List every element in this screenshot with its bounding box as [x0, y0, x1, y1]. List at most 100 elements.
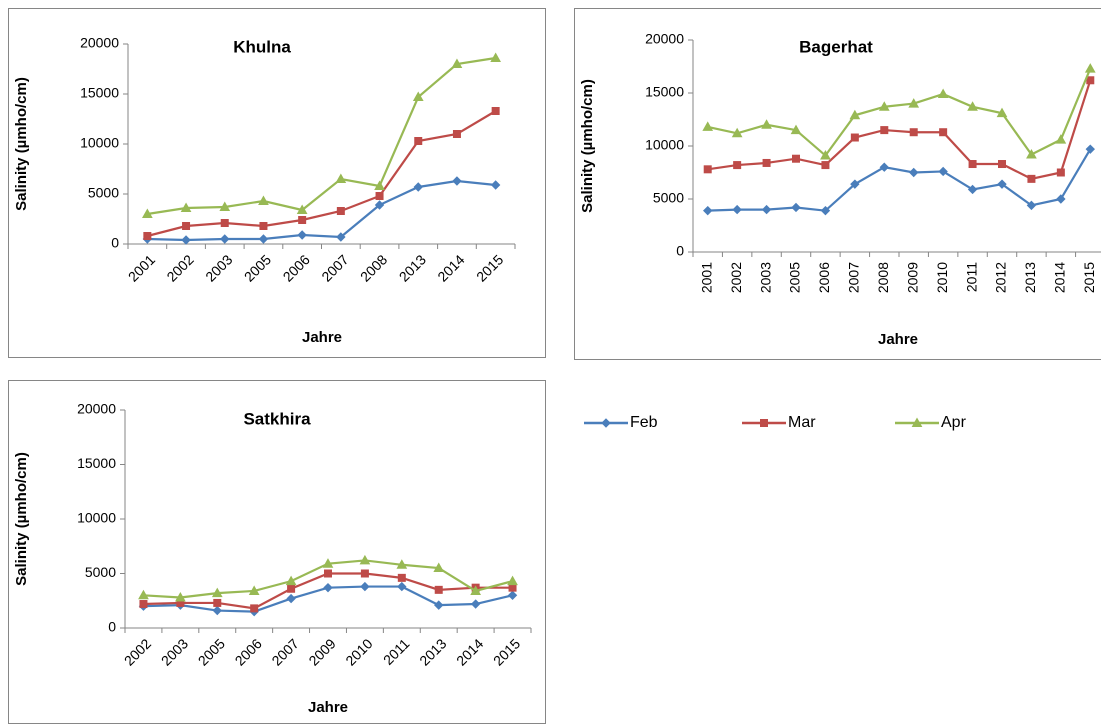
marker: [296, 204, 308, 214]
y-tick-label: 5000: [88, 185, 119, 201]
marker: [141, 208, 153, 218]
marker: [968, 160, 977, 169]
x-tick-label: 2012: [993, 262, 1009, 293]
x-tick-label: 2005: [241, 251, 274, 284]
marker: [298, 216, 307, 224]
marker: [1086, 76, 1095, 85]
x-tick-label: 2009: [305, 635, 338, 668]
marker: [434, 585, 443, 594]
marker: [397, 581, 407, 592]
series-line: Apr: [147, 56, 496, 216]
marker: [850, 133, 859, 142]
x-axis-title: Jahre: [878, 331, 918, 348]
y-axis-title: Salinity (µmho/cm): [579, 79, 596, 213]
y-tick-label: 20000: [645, 31, 684, 47]
marker: [703, 205, 713, 216]
marker: [180, 202, 192, 212]
marker: [1084, 63, 1096, 73]
marker: [182, 222, 191, 230]
chart-title: Bagerhat: [799, 37, 873, 56]
x-tick-label: 2010: [342, 635, 375, 668]
x-tick-label: 2005: [195, 635, 228, 668]
marker: [470, 599, 481, 609]
marker: [219, 201, 231, 211]
marker: [143, 232, 152, 240]
x-tick-label: 2010: [934, 262, 950, 293]
marker: [821, 161, 830, 170]
marker: [507, 590, 518, 601]
x-tick-label: 2007: [846, 262, 862, 293]
marker: [967, 101, 978, 111]
marker: [396, 559, 408, 569]
x-tick-label: 2014: [453, 635, 486, 668]
marker: [1056, 168, 1065, 177]
marker: [601, 418, 611, 428]
marker: [324, 569, 332, 578]
y-tick-label: 5000: [653, 190, 684, 206]
y-tick-label: 15000: [80, 85, 119, 101]
x-axis-title: Jahre: [308, 699, 348, 716]
marker: [248, 585, 260, 595]
marker: [412, 91, 424, 101]
marker: [762, 158, 771, 167]
x-tick-label: 2007: [318, 251, 351, 284]
chart-title: Satkhira: [243, 409, 311, 428]
marker: [507, 575, 518, 586]
x-tick-label: 2007: [268, 635, 301, 668]
x-tick-label: 2008: [875, 262, 891, 293]
marker: [336, 232, 346, 242]
marker: [760, 419, 768, 427]
y-tick-label: 20000: [77, 401, 116, 417]
x-tick-label: 2014: [1052, 262, 1068, 293]
y-tick-label: 10000: [80, 135, 119, 151]
marker: [909, 128, 918, 137]
marker: [732, 204, 742, 215]
x-tick-label: 2006: [816, 262, 832, 293]
y-tick-label: 15000: [77, 455, 116, 471]
marker: [360, 581, 370, 592]
x-tick-label: 2013: [416, 635, 449, 668]
y-axis-title: Salinity (µmho/cm): [13, 77, 30, 211]
x-tick-label: 2011: [963, 262, 979, 292]
marker: [908, 98, 920, 108]
marker: [397, 573, 406, 582]
marker: [359, 554, 371, 565]
x-tick-label: 2015: [490, 635, 523, 668]
marker: [1026, 200, 1037, 211]
marker: [452, 176, 462, 186]
marker: [1056, 194, 1066, 204]
legend-label: Mar: [788, 414, 816, 431]
marker: [211, 587, 223, 598]
marker: [1055, 134, 1067, 144]
marker: [323, 582, 333, 593]
marker: [374, 180, 385, 190]
marker: [880, 126, 889, 135]
marker: [879, 162, 889, 172]
marker: [360, 569, 369, 578]
marker: [220, 219, 229, 227]
x-tick-label: 2013: [396, 251, 429, 284]
marker: [258, 195, 269, 205]
marker: [761, 204, 772, 215]
x-tick-label: 2003: [202, 251, 235, 284]
marker: [761, 119, 772, 129]
marker: [258, 234, 269, 244]
marker: [490, 52, 502, 62]
marker: [820, 205, 831, 216]
marker: [434, 600, 444, 610]
y-axis-title: Salinity (µmho/cm): [13, 452, 30, 586]
marker: [322, 558, 334, 568]
x-tick-label: 2015: [473, 251, 506, 284]
x-tick-label: 2002: [121, 635, 154, 668]
marker: [909, 167, 919, 178]
series-line: Mar: [707, 79, 1092, 181]
marker: [413, 182, 423, 192]
series-line: Feb: [147, 179, 496, 242]
x-tick-label: 2014: [434, 251, 467, 284]
x-tick-label: 2003: [158, 635, 191, 668]
y-tick-label: 0: [108, 619, 116, 635]
marker: [911, 417, 923, 427]
marker: [220, 234, 230, 244]
x-tick-label: 2002: [163, 251, 196, 284]
x-tick-label: 2006: [280, 251, 313, 284]
